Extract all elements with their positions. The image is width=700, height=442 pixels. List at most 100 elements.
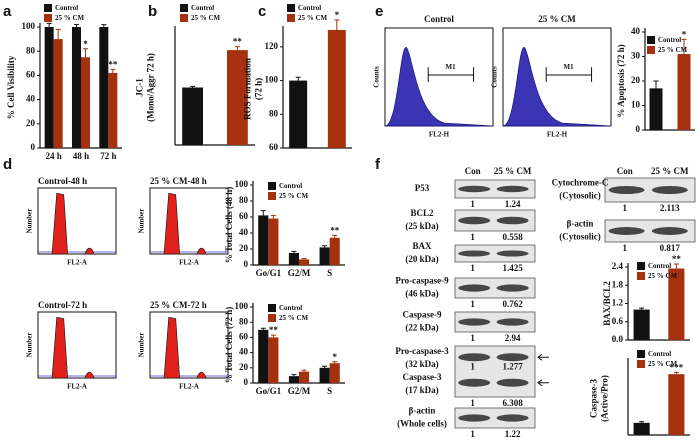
blot-quant: 1.22 [505, 429, 521, 439]
x-tick-label: Go/G1 [256, 386, 282, 396]
lane-label: 25 % CM [494, 166, 532, 176]
blot-label: (32 kDa) [405, 359, 438, 369]
blot-label: (Cytosolic) [559, 191, 601, 201]
bar [53, 39, 63, 148]
blot-label: (22 kDa) [405, 323, 438, 333]
bar [268, 218, 279, 265]
bar [329, 237, 340, 265]
flow-frame [149, 187, 229, 255]
y-tick-label: 0 [244, 259, 249, 269]
error-bar [83, 48, 89, 58]
y-axis-label: (Active/Pro) [600, 375, 610, 422]
significance-mark: * [335, 10, 340, 20]
legend-swatch [44, 4, 52, 12]
flow-histogram [163, 316, 180, 379]
bar [677, 54, 691, 130]
error-bar [73, 24, 79, 27]
flow-y-label: Counts [373, 66, 381, 88]
blot-membrane [454, 311, 536, 333]
blot-quant: 0.762 [502, 299, 523, 309]
y-tick-label: 0.6 [612, 316, 624, 326]
blot-quant: 1 [470, 398, 475, 408]
bar [258, 329, 269, 383]
flow-histogram [84, 371, 95, 379]
blot-membrane [604, 219, 696, 243]
legend-label: 25 % CM [658, 46, 688, 54]
significance-mark: *** [670, 362, 684, 372]
blot-quant: 0.558 [502, 232, 523, 242]
flow-y-label: Number [138, 209, 146, 234]
gate-label: M1 [563, 63, 574, 71]
blot-label: Pro-caspase-9 [395, 276, 449, 286]
bar [227, 50, 248, 145]
blot-quant: 1 [470, 362, 475, 372]
error-bar [653, 80, 659, 89]
y-axis-label: (72 h) [254, 78, 264, 100]
flow-title: Control [424, 14, 454, 24]
blot-band [651, 186, 688, 194]
blot-membrane [454, 407, 536, 429]
y-axis-label: % Total Cells (48 h) [224, 187, 234, 264]
y-tick-label: 80 [269, 108, 279, 118]
bar [108, 72, 118, 148]
y-tick-label: 20 [239, 362, 249, 372]
legend-label: Control [279, 304, 302, 312]
y-tick-label: 60 [239, 211, 249, 221]
panel-letter: c [258, 3, 266, 20]
blot-quant: 1 [470, 333, 475, 343]
legend-label: 25 % CM [191, 14, 221, 22]
blot-band [496, 284, 529, 292]
blot-quant: 1 [623, 243, 628, 253]
blot-band [458, 185, 491, 193]
flow-histogram [384, 47, 494, 127]
blot-label: Pro-caspase-3 [395, 346, 449, 356]
legend-swatch [268, 304, 276, 312]
bar [44, 27, 54, 148]
legend-label: Control [298, 4, 321, 12]
blot-label: BCL2 [410, 208, 434, 218]
significance-mark: ** [233, 37, 243, 47]
blot-band [458, 353, 491, 362]
lane-label: Con [617, 166, 633, 176]
legend-label: Control [648, 350, 671, 358]
blot-quant: 1 [470, 199, 475, 209]
blot-band [496, 318, 529, 326]
panel-letter: a [3, 3, 12, 20]
flow-histogram [84, 247, 95, 255]
error-bar [291, 374, 297, 377]
legend-swatch [647, 46, 655, 54]
y-tick-label: 120 [265, 41, 279, 51]
significance-mark: ** [672, 254, 682, 264]
y-tick-label: 100 [235, 179, 249, 189]
x-tick-label: 72 h [100, 151, 116, 161]
y-axis-label: % Apoptosis (72 h) [616, 44, 626, 117]
flow-x-label: FL2-A [179, 259, 199, 267]
blot-band [608, 186, 645, 194]
blot-membrane [454, 244, 536, 263]
y-tick-label: 60 [269, 142, 279, 152]
x-tick-label: 48 h [73, 151, 89, 161]
y-tick-label: 10 [631, 100, 641, 110]
y-tick-label: 40 [239, 227, 249, 237]
flow-histogram [196, 247, 207, 255]
legend-swatch [637, 272, 645, 280]
bar [289, 80, 308, 148]
error-bar [334, 19, 340, 30]
error-bar [639, 421, 645, 423]
blot-band [496, 378, 529, 387]
y-tick-label: 0.0 [612, 334, 624, 344]
y-tick-label: 80 [239, 316, 249, 326]
flow-frame [37, 311, 117, 379]
bar [288, 253, 299, 265]
error-bar [295, 76, 301, 81]
legend-label: 25 % CM [298, 14, 328, 22]
blot-quant: 0.817 [660, 243, 681, 253]
y-tick-label: 60 [26, 69, 36, 79]
error-bar [322, 365, 328, 368]
error-bar [270, 334, 276, 338]
blot-label: β-actin [409, 406, 436, 416]
blot-band [458, 318, 491, 326]
blot-membrane [454, 179, 536, 199]
blot-label: (46 kDa) [405, 289, 438, 299]
